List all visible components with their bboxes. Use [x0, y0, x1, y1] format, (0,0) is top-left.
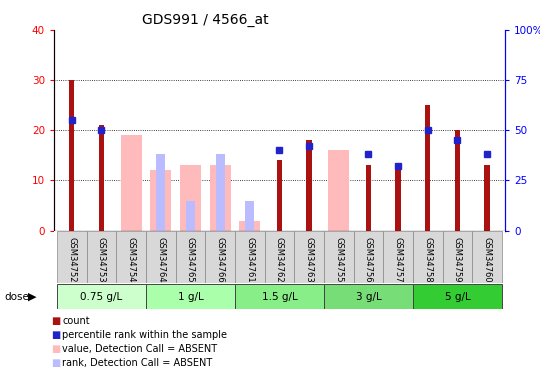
Text: rank, Detection Call = ABSENT: rank, Detection Call = ABSENT [62, 358, 212, 368]
Bar [235, 231, 265, 283]
Bar [294, 231, 324, 283]
Text: GDS991 / 4566_at: GDS991 / 4566_at [142, 13, 268, 27]
Bar [176, 231, 205, 283]
Text: GSM34766: GSM34766 [215, 237, 225, 283]
Bar [121, 135, 141, 231]
Bar [413, 231, 443, 283]
Bar [57, 231, 86, 283]
Bar [383, 231, 413, 283]
Text: ■: ■ [51, 316, 60, 326]
Bar [99, 125, 104, 231]
Bar [235, 284, 324, 309]
Text: dose: dose [4, 292, 29, 302]
Bar [324, 231, 354, 283]
Text: GSM34755: GSM34755 [334, 237, 343, 282]
Text: GSM34759: GSM34759 [453, 237, 462, 282]
Text: 1.5 g/L: 1.5 g/L [261, 292, 298, 302]
Text: GSM34762: GSM34762 [275, 237, 284, 282]
Bar [239, 220, 260, 231]
Bar [324, 284, 413, 309]
Bar [277, 160, 282, 231]
Text: 0.75 g/L: 0.75 g/L [80, 292, 123, 302]
Bar [366, 165, 371, 231]
Bar [265, 231, 294, 283]
Text: GSM34753: GSM34753 [97, 237, 106, 282]
Text: 5 g/L: 5 g/L [444, 292, 470, 302]
Bar [205, 231, 235, 283]
Text: ■: ■ [51, 330, 60, 340]
Text: GSM34765: GSM34765 [186, 237, 195, 282]
Bar [395, 165, 401, 231]
Bar [425, 105, 430, 231]
Text: ■: ■ [51, 344, 60, 354]
Bar [151, 170, 171, 231]
Bar [306, 140, 312, 231]
Bar [245, 201, 254, 231]
Text: GSM34754: GSM34754 [126, 237, 136, 282]
Bar [180, 165, 201, 231]
Bar [354, 231, 383, 283]
Text: GSM34757: GSM34757 [394, 237, 403, 282]
Text: GSM34763: GSM34763 [305, 237, 314, 283]
Text: ▶: ▶ [28, 292, 37, 302]
Bar [146, 284, 235, 309]
Text: GSM34760: GSM34760 [483, 237, 491, 282]
Text: 3 g/L: 3 g/L [355, 292, 381, 302]
Bar [443, 231, 472, 283]
Text: percentile rank within the sample: percentile rank within the sample [62, 330, 227, 340]
Text: GSM34761: GSM34761 [245, 237, 254, 282]
Bar [413, 284, 502, 309]
Text: GSM34758: GSM34758 [423, 237, 433, 282]
Text: ■: ■ [51, 358, 60, 368]
Bar [116, 231, 146, 283]
Text: GSM34756: GSM34756 [364, 237, 373, 282]
Text: GSM34764: GSM34764 [156, 237, 165, 282]
Bar [484, 165, 490, 231]
Bar [215, 154, 225, 231]
Bar [157, 154, 165, 231]
Bar [328, 150, 349, 231]
Bar [210, 165, 231, 231]
Bar [455, 130, 460, 231]
Text: GSM34752: GSM34752 [68, 237, 76, 282]
Bar [146, 231, 176, 283]
Text: 1 g/L: 1 g/L [178, 292, 204, 302]
Bar [86, 231, 116, 283]
Bar [472, 231, 502, 283]
Text: value, Detection Call = ABSENT: value, Detection Call = ABSENT [62, 344, 217, 354]
Bar [186, 201, 195, 231]
Bar [69, 80, 75, 231]
Bar [57, 284, 146, 309]
Text: count: count [62, 316, 90, 326]
